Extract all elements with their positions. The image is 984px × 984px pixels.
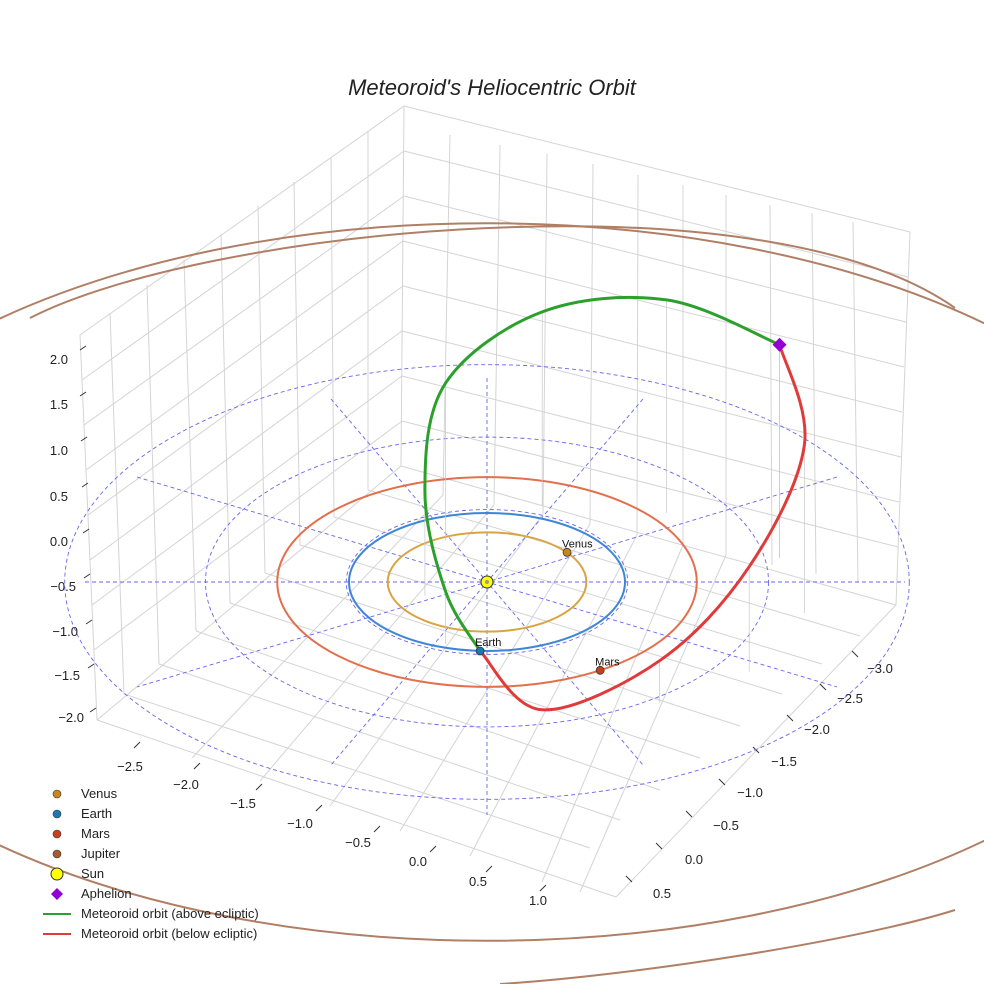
z-tick-label: −2.0 [58,710,84,725]
x-tick-label: 0.0 [409,854,427,869]
legend-marker-dot [52,849,62,859]
legend-entry: Aphelion [51,886,132,901]
legend-marker-diamond [51,888,63,900]
z-tick-label: 1.0 [50,443,68,458]
x-tick-label: 0.5 [469,874,487,889]
legend-entry: Venus [52,786,118,801]
jupiter-orbit-near-arc [499,909,956,984]
z-axis-tick-labels: 2.0 1.5 1.0 0.5 0.0 −0.5 −1.0 −1.5 −2.0 [50,352,84,725]
earth-orbit [348,512,626,652]
y-tick-label: 0.5 [653,886,671,901]
x-tick-label: −1.0 [287,816,313,831]
legend-entry: Meteoroid orbit (below ecliptic) [43,926,257,941]
mars-label: Mars [595,656,620,668]
x-axis-tick-labels: −2.5 −2.0 −1.5 −1.0 −0.5 0.0 0.5 1.0 [117,759,547,908]
legend-entry: Earth [52,806,112,821]
legend-label: Aphelion [81,886,132,901]
z-tick-label: 0.0 [50,534,68,549]
z-tick-label: 1.5 [50,397,68,412]
jupiter-orbit-far-arc [29,225,956,319]
legend-marker-sun [50,867,64,881]
legend-label: Meteoroid orbit (below ecliptic) [81,926,257,941]
venus-marker [562,547,572,557]
jupiter-orbit [0,222,984,942]
legend: Venus Earth Mars Jupiter Sun Aphelion Meteoroi… [43,786,259,941]
mars-marker [595,665,605,675]
x-tick-label: −1.5 [230,796,256,811]
ecliptic-ring [205,436,769,728]
legend-label: Venus [81,786,118,801]
z-tick-label: 2.0 [50,352,68,367]
legend-marker-dot [52,809,62,819]
venus-orbit [386,531,588,633]
z-tick-label: −1.0 [52,624,78,639]
ecliptic-ring [64,364,910,800]
x-tick-label: −0.5 [345,835,371,850]
sun-core [485,580,489,584]
meteoroid-orbit-above [423,295,781,652]
orbit-layer [0,222,984,984]
legend-entry: Meteoroid orbit (above ecliptic) [43,906,259,921]
meteoroid-orbit-below [478,344,807,712]
y-tick-label: −1.0 [737,785,763,800]
z-tick-label: 0.5 [50,489,68,504]
tick-marks [79,345,859,892]
y-tick-label: −2.0 [804,722,830,737]
legend-marker-dot [52,829,62,839]
y-tick-label: 0.0 [685,852,703,867]
legend-label: Jupiter [81,846,121,861]
ecliptic-ring [345,509,629,655]
x-tick-label: −2.0 [173,777,199,792]
venus-label: Venus [562,538,593,550]
y-tick-label: −1.5 [771,754,797,769]
z-tick-label: −0.5 [50,579,76,594]
chart-title: Meteoroid's Heliocentric Orbit [348,75,637,100]
legend-entry: Sun [50,866,104,881]
y-tick-label: −3.0 [867,661,893,676]
legend-entry: Jupiter [52,846,121,861]
y-tick-label: −0.5 [713,818,739,833]
marker-layer: Venus Earth Mars [475,337,787,675]
earth-label: Earth [475,637,501,649]
legend-label: Meteoroid orbit (above ecliptic) [81,906,259,921]
legend-label: Mars [81,826,110,841]
x-tick-label: −2.5 [117,759,143,774]
ecliptic-reference [64,364,910,815]
legend-entry: Mars [52,826,110,841]
legend-label: Sun [81,866,104,881]
legend-label: Earth [81,806,112,821]
mars-orbit [276,476,698,688]
aphelion-marker [772,337,787,352]
z-tick-label: −1.5 [54,668,80,683]
x-tick-label: 1.0 [529,893,547,908]
earth-marker [475,646,485,656]
y-tick-label: −2.5 [837,691,863,706]
legend-marker-dot [52,789,62,799]
y-axis-tick-labels: −3.0 −2.5 −2.0 −1.5 −1.0 −0.5 0.0 0.5 [653,661,893,901]
